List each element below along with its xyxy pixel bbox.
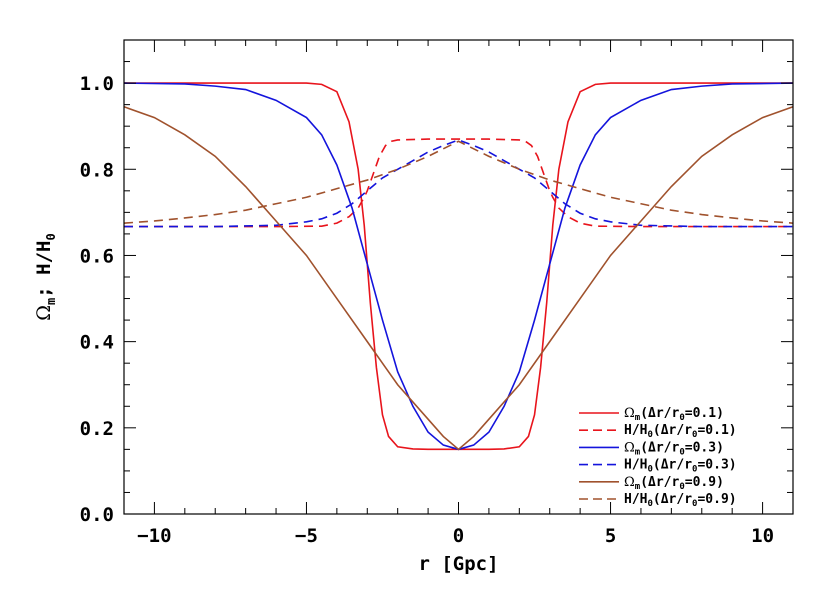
x-tick-label: 10 — [751, 525, 774, 547]
legend-label-h03: H/H0(Δr/r0=0.3) — [624, 458, 737, 475]
y-axis-rest: ; H/H — [33, 241, 55, 298]
y-tick-label: 0.8 — [80, 159, 114, 181]
y-axis-sub-m: m — [44, 298, 58, 305]
y-axis-sub-0: 0 — [44, 233, 58, 240]
series-line-om03 — [123, 82, 794, 451]
legend-label-h01: H/H0(Δr/r0=0.1) — [624, 423, 737, 440]
x-tick-label: −5 — [295, 525, 318, 547]
y-tick-label: 0.4 — [80, 332, 114, 354]
series-line-h01 — [124, 138, 793, 228]
series-line-om01 — [124, 82, 793, 451]
y-tick-label: 0.2 — [80, 418, 114, 440]
legend-label-om03: Ωm(Δr/r0=0.3) — [624, 440, 724, 457]
y-tick-label: 1.0 — [80, 73, 114, 95]
x-tick-label: −10 — [137, 525, 171, 547]
y-tick-label: 0.6 — [80, 245, 114, 267]
y-axis-title: Ωm; H/H0 — [33, 233, 58, 320]
y-axis-omega: Ω — [33, 305, 55, 321]
x-tick-label: 5 — [605, 525, 616, 547]
series-line-om09 — [123, 106, 794, 451]
tick-labels: −10 −5 0 5 10 0.0 0.2 0.4 0.6 0.8 1.0 — [80, 73, 774, 547]
axis-ticks — [123, 39, 794, 515]
legend-label-om09: Ωm(Δr/r0=0.9) — [624, 475, 724, 492]
legend-label-om01: Ωm(Δr/r0=0.1) — [624, 406, 724, 423]
series-line-h03 — [124, 139, 793, 228]
legend-label-h09: H/H0(Δr/r0=0.9) — [624, 492, 737, 509]
x-axis-title: r [Gpc] — [418, 553, 498, 575]
y-tick-label: 0.0 — [80, 504, 114, 526]
x-tick-label: 0 — [453, 525, 464, 547]
legend: Ωm(Δr/r0=0.1)H/H0(Δr/r0=0.1)Ωm(Δr/r0=0.3… — [579, 406, 737, 509]
curves-layer — [123, 82, 794, 451]
series-line-h09 — [123, 140, 794, 224]
